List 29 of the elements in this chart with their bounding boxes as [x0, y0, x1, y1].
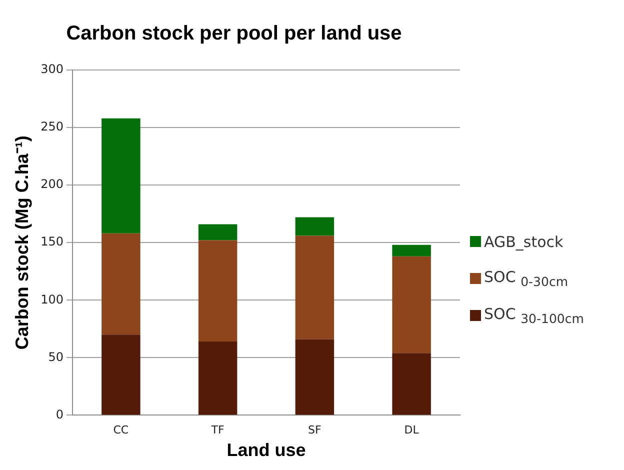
- bar: [392, 353, 431, 415]
- x-tick-label: SF: [308, 424, 322, 437]
- bar: [102, 233, 140, 335]
- bar: [392, 256, 431, 354]
- chart-title: Carbon stock per pool per land use: [66, 22, 402, 45]
- y-tick-label: 50: [48, 350, 64, 364]
- bar: [102, 334, 140, 415]
- y-tick-label: 250: [40, 120, 64, 134]
- x-tick-label: TF: [210, 424, 224, 437]
- x-axis-title: Land use: [226, 440, 306, 460]
- bar: [198, 342, 238, 415]
- y-tick-label: 100: [40, 292, 64, 306]
- x-tick-label: DL: [404, 424, 420, 437]
- bar: [198, 224, 238, 240]
- legend-label: SOC $_{30-100cm}$: [484, 305, 584, 326]
- legend-label: AGB_stock: [484, 232, 564, 250]
- y-tick-label: 300: [40, 62, 64, 76]
- y-tick-label: 200: [40, 177, 64, 192]
- bar: [392, 244, 431, 256]
- bar: [295, 217, 334, 236]
- bar: [295, 339, 334, 415]
- x-tick-label: CC: [113, 424, 129, 437]
- y-tick-label: 0: [56, 407, 64, 422]
- y-tick-label: 150: [40, 234, 64, 249]
- bar: [102, 118, 140, 234]
- bar: [198, 240, 238, 342]
- legend-label: SOC $_{0-30cm}$: [484, 268, 568, 289]
- bar: [295, 236, 334, 340]
- y-axis-title: Carbon stock (Mg C.ha⁻¹): [12, 136, 32, 350]
